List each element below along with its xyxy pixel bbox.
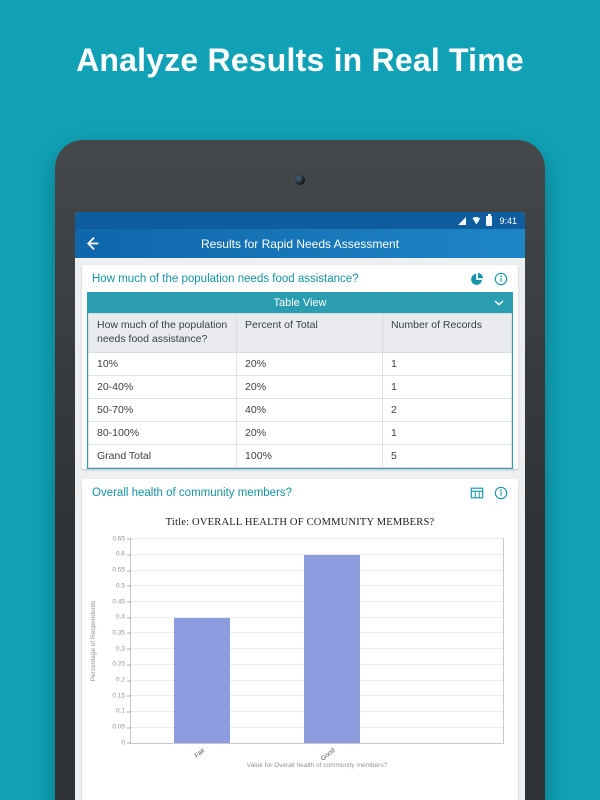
y-tick-mark (127, 601, 131, 603)
table-cell: 5 (381, 444, 513, 469)
bar-chart: Percentage of Respondents 0 0.05 0.1 0.15 0.… (90, 536, 504, 769)
table-cell: 1 (381, 421, 513, 446)
content-area: How much of the population needs food as… (75, 258, 525, 800)
y-tick-label: 0.3 (115, 644, 125, 652)
table-cell: 100% (236, 444, 383, 469)
y-tick-label: 0.2 (115, 676, 125, 684)
chart-title: Title: OVERALL HEALTH OF COMMUNITY MEMBE… (165, 517, 435, 529)
table-cell: Grand Total (87, 444, 238, 469)
y-tick-mark (127, 680, 131, 682)
network-signal-icon (458, 216, 467, 225)
y-tick-mark (127, 538, 131, 540)
table-cell: 2 (381, 398, 513, 423)
table-row: 80-100% 20% 1 (87, 421, 513, 446)
chart-bar (173, 617, 230, 744)
info-icon[interactable] (494, 486, 508, 500)
table-cell: 20-40% (87, 375, 238, 400)
table-cell: 50-70% (87, 398, 238, 423)
pie-chart-icon[interactable] (470, 272, 484, 286)
tablet-screen: 9:41 Results for Rapid Needs Assessment … (75, 212, 525, 800)
table-header-cell: How much of the population needs food as… (87, 312, 238, 354)
y-tick-mark (127, 554, 131, 556)
table-row: Grand Total 100% 5 (87, 444, 513, 469)
status-bar: 9:41 (75, 212, 525, 229)
question-text: Overall health of community members? (92, 487, 293, 500)
y-tick-label: 0 (121, 739, 125, 747)
y-tick-mark (127, 617, 131, 619)
arrow-left-icon (86, 237, 99, 250)
chart-bar (303, 554, 360, 744)
tablet-device: 9:41 Results for Rapid Needs Assessment … (55, 140, 545, 800)
y-tick-label: 0.55 (112, 566, 125, 574)
y-tick-label: 0.25 (112, 660, 125, 668)
gridline (131, 538, 503, 540)
x-tick-label: Fair (193, 747, 207, 760)
table-cell: 20% (236, 352, 383, 377)
y-tick-mark (127, 695, 131, 697)
y-tick-label: 0.4 (115, 613, 125, 621)
question-card-overall-health: Overall health of community members? (82, 479, 518, 800)
table-cell: 20% (236, 375, 383, 400)
card-header: How much of the population needs food as… (82, 265, 518, 292)
battery-icon (486, 213, 493, 226)
table-header-cell: Number of Records (381, 312, 513, 354)
table-view-label: Table View (273, 297, 327, 309)
y-tick-mark (127, 727, 131, 729)
gridline (131, 553, 503, 555)
info-icon[interactable] (494, 272, 508, 286)
banner-title: Analyze Results in Real Time (76, 42, 524, 78)
camera-icon (295, 175, 305, 185)
app-bar-title: Results for Rapid Needs Assessment (200, 236, 400, 251)
back-button[interactable] (84, 235, 101, 252)
y-tick-mark (127, 585, 131, 587)
table-row: 50-70% 40% 2 (87, 398, 513, 423)
table-view-box: Table View How much of the population ne… (87, 292, 513, 470)
x-axis-label: Value for Overall health of community me… (246, 762, 388, 770)
table-header-cell: Percent of Total (236, 312, 383, 354)
y-tick-label: 0.35 (112, 629, 125, 637)
wifi-icon (471, 216, 482, 225)
y-tick-mark (127, 570, 131, 572)
y-tick-mark (127, 664, 131, 666)
y-tick-label: 0.05 (112, 723, 125, 731)
x-tick-label: Good (319, 747, 337, 763)
plot-area: 0 0.05 0.1 0.15 0.2 0.25 0.3 0.35 0.4 0.45 0.5 0.55… (112, 536, 504, 763)
y-tick-label: 0.45 (112, 597, 125, 605)
app-bar: Results for Rapid Needs Assessment (75, 229, 525, 258)
y-tick-mark (127, 632, 131, 634)
table-row: 20-40% 20% 1 (87, 375, 513, 400)
table-cell: 1 (381, 375, 513, 400)
table-cell: 10% (87, 352, 238, 377)
table-header-row: How much of the population needs food as… (87, 312, 513, 354)
chevron-down-icon[interactable] (494, 300, 504, 306)
status-time: 9:41 (499, 215, 517, 226)
table-cell: 40% (236, 398, 383, 423)
y-tick-mark (127, 711, 131, 713)
y-tick-label: 0.6 (115, 550, 125, 558)
y-tick-label: 0.15 (112, 691, 125, 699)
table-view-header[interactable]: Table View (88, 293, 512, 313)
question-text: How much of the population needs food as… (92, 273, 359, 285)
y-tick-mark (127, 648, 131, 650)
table-row: 10% 20% 1 (87, 352, 513, 377)
y-axis-label: Percentage of Respondents (90, 600, 97, 682)
y-tick-mark (127, 742, 131, 744)
y-tick-label: 0.1 (115, 707, 125, 715)
question-card-food-assistance: How much of the population needs food as… (82, 265, 518, 470)
y-tick-label: 0.5 (115, 582, 125, 590)
card-header: Overall health of community members? (82, 479, 518, 506)
y-tick-label: 0.65 (112, 535, 125, 543)
table-cell: 20% (236, 421, 383, 446)
table-grid-icon[interactable] (470, 486, 484, 500)
table-cell: 80-100% (87, 421, 238, 446)
results-table: How much of the population needs food as… (87, 312, 513, 469)
table-cell: 1 (381, 352, 513, 377)
